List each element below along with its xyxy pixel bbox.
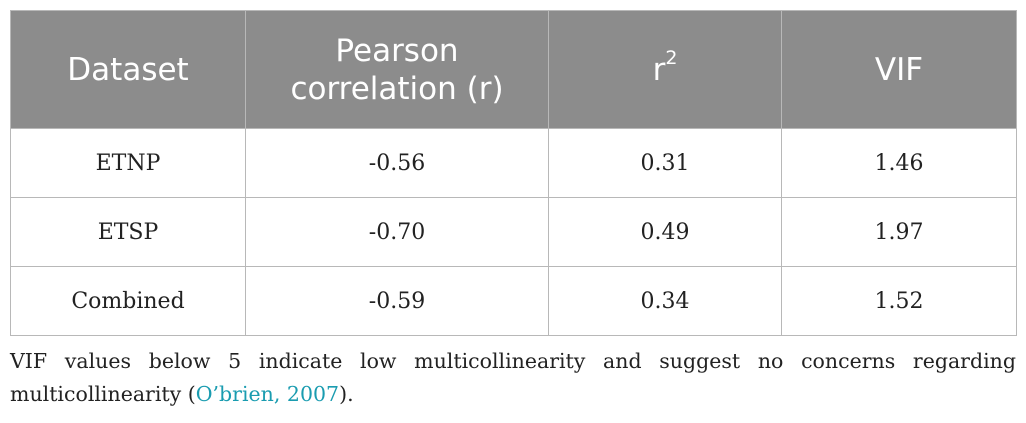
cell-pearson: -0.59 bbox=[245, 266, 549, 336]
citation-link[interactable]: O’brien, 2007 bbox=[195, 382, 340, 406]
table-header: Dataset Pearson correlation (r) r2 VIF bbox=[10, 10, 1017, 129]
cell-pearson: -0.70 bbox=[245, 197, 549, 267]
header-r-squared-base: r bbox=[652, 51, 666, 88]
table-row: ETNP -0.56 0.31 1.46 bbox=[10, 128, 1017, 198]
cell-r-squared: 0.31 bbox=[548, 128, 782, 198]
header-r-squared-exponent: 2 bbox=[665, 47, 678, 70]
header-pearson-line1: Pearson bbox=[335, 32, 459, 69]
cell-vif: 1.97 bbox=[781, 197, 1017, 267]
footnote-text: VIF values below 5 indicate low multicol… bbox=[10, 349, 1016, 406]
cell-dataset: Combined bbox=[10, 266, 246, 336]
table-footnote: VIF values below 5 indicate low multicol… bbox=[10, 345, 1016, 411]
vif-table: Dataset Pearson correlation (r) r2 VIF E… bbox=[10, 10, 1017, 336]
header-pearson: Pearson correlation (r) bbox=[245, 10, 549, 129]
cell-vif: 1.52 bbox=[781, 266, 1017, 336]
header-pearson-line2: correlation (r) bbox=[290, 70, 504, 107]
header-r-squared: r2 bbox=[548, 10, 782, 129]
footnote-tail: ). bbox=[339, 382, 354, 406]
cell-dataset: ETNP bbox=[10, 128, 246, 198]
cell-r-squared: 0.49 bbox=[548, 197, 782, 267]
header-row: Dataset Pearson correlation (r) r2 VIF bbox=[10, 10, 1017, 129]
cell-dataset: ETSP bbox=[10, 197, 246, 267]
header-vif: VIF bbox=[781, 10, 1017, 129]
data-table-container: Dataset Pearson correlation (r) r2 VIF E… bbox=[10, 10, 1017, 336]
cell-vif: 1.46 bbox=[781, 128, 1017, 198]
table-row: ETSP -0.70 0.49 1.97 bbox=[10, 197, 1017, 267]
header-dataset: Dataset bbox=[10, 10, 246, 129]
cell-r-squared: 0.34 bbox=[548, 266, 782, 336]
table-body: ETNP -0.56 0.31 1.46 ETSP -0.70 0.49 1.9… bbox=[10, 128, 1017, 336]
table-row: Combined -0.59 0.34 1.52 bbox=[10, 266, 1017, 336]
cell-pearson: -0.56 bbox=[245, 128, 549, 198]
